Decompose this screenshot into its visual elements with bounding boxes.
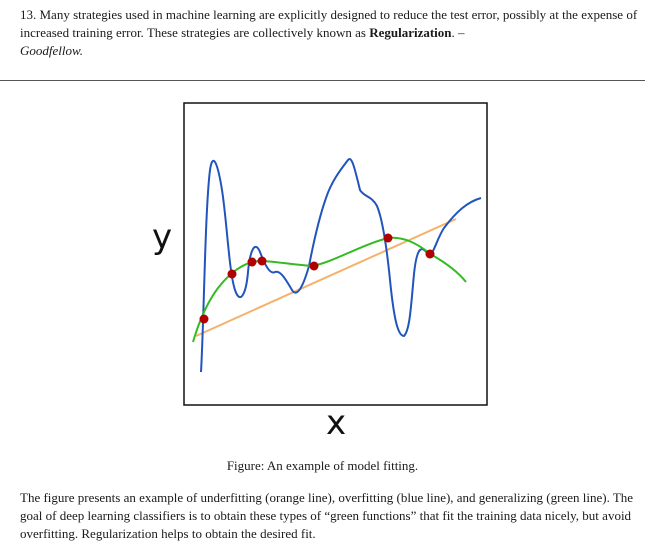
plot-frame bbox=[183, 102, 488, 406]
figure-description: The figure presents an example of underf… bbox=[20, 490, 634, 541]
section-divider bbox=[0, 80, 645, 81]
quote-intro: 13. Many strategies used in machine lear… bbox=[20, 7, 638, 40]
quote-author: Goodfellow. bbox=[20, 43, 83, 58]
quote-tail: . – bbox=[451, 25, 465, 40]
underfit-line bbox=[195, 218, 457, 337]
training-point bbox=[199, 314, 209, 324]
quote-term: Regularization bbox=[369, 25, 452, 40]
training-point bbox=[247, 257, 257, 267]
training-point bbox=[309, 261, 319, 271]
model-fitting-figure: y x bbox=[152, 102, 488, 443]
training-points bbox=[199, 233, 435, 324]
training-point bbox=[257, 256, 267, 266]
figure-caption: Figure: An example of model fitting. bbox=[226, 458, 419, 473]
training-point bbox=[383, 233, 393, 243]
overfit-line bbox=[200, 158, 482, 373]
training-point bbox=[425, 249, 435, 259]
y-axis-label: y bbox=[152, 217, 172, 257]
x-axis-label: x bbox=[326, 403, 346, 443]
training-point bbox=[227, 269, 237, 279]
regularization-quote: 13. Many strategies used in machine lear… bbox=[20, 6, 638, 60]
